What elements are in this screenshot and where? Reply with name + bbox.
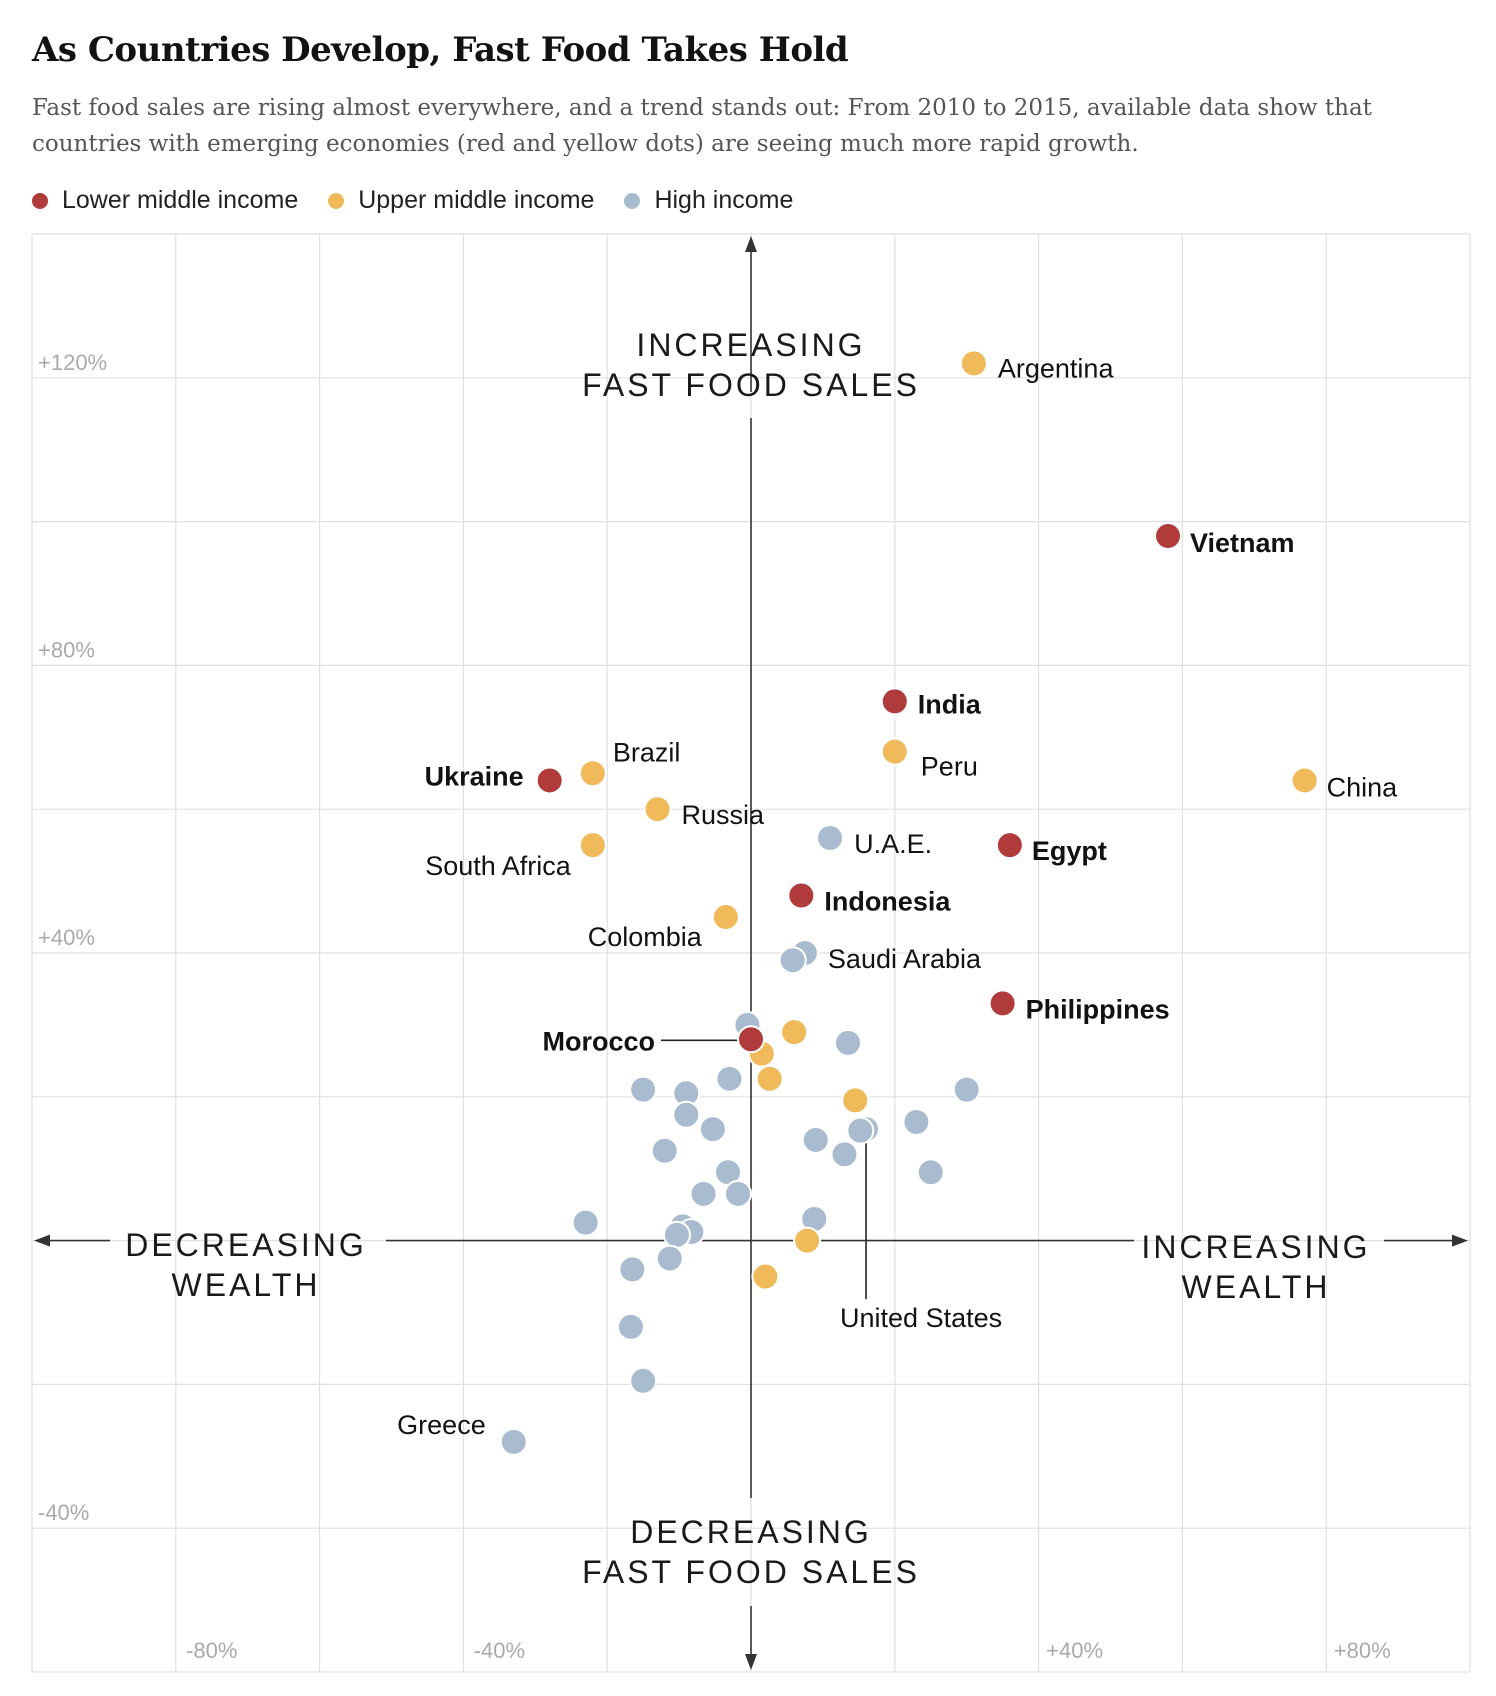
point-label: South Africa <box>425 851 572 881</box>
point-label: U.A.E. <box>854 829 932 859</box>
y-tick-label: +120% <box>38 350 107 375</box>
data-point-high <box>650 1136 679 1165</box>
data-point-high <box>571 1208 600 1237</box>
point-label: Philippines <box>1026 994 1170 1024</box>
data-point-lower-middle <box>737 1025 765 1054</box>
data-point-high <box>830 1140 859 1169</box>
legend-label-lower-middle-income: Lower middle income <box>62 186 299 214</box>
point-label: Brazil <box>613 737 681 767</box>
data-point-lower-middle <box>880 687 909 716</box>
data-point-high <box>698 1115 727 1144</box>
point-label: China <box>1327 772 1399 802</box>
data-point-lower-middle <box>1154 521 1183 550</box>
legend-swatch-high-income <box>624 192 641 209</box>
arrow-left-icon <box>34 1234 50 1247</box>
x-tick-label: -80% <box>186 1638 237 1663</box>
axis-label-increasing-wealth: INCREASING <box>1141 1229 1370 1265</box>
data-point-lower-middle <box>535 766 564 795</box>
arrow-up-icon <box>745 236 757 252</box>
y-tick-label: -40% <box>38 1500 89 1525</box>
data-point-high <box>689 1179 718 1208</box>
data-point-upper-middle <box>643 795 672 824</box>
point-label: Morocco <box>542 1026 655 1056</box>
data-point-high <box>816 823 845 852</box>
data-point-lower-middle <box>787 881 816 910</box>
axis-label-decreasing-wealth: WEALTH <box>172 1267 321 1303</box>
data-point-upper-middle <box>780 1018 809 1047</box>
data-point-high <box>618 1255 647 1284</box>
axis-label-decreasing-sales: DECREASING <box>630 1514 872 1550</box>
arrow-right-icon <box>1452 1234 1468 1247</box>
data-point-upper-middle <box>880 737 909 766</box>
data-point-high <box>846 1116 875 1145</box>
point-label: Peru <box>921 752 978 782</box>
legend-swatch-upper-middle-income <box>328 192 345 209</box>
axis-label-decreasing-sales: FAST FOOD SALES <box>582 1554 920 1590</box>
legend-label-high-income: High income <box>654 186 794 214</box>
point-label: Indonesia <box>824 886 951 916</box>
point-label: Vietnam <box>1190 528 1295 558</box>
data-point-high <box>834 1028 863 1057</box>
legend-item-high-income: High income <box>624 186 793 215</box>
data-point-upper-middle <box>959 349 988 378</box>
point-label: Greece <box>397 1410 486 1440</box>
axis-label-increasing-sales: INCREASING <box>636 327 865 363</box>
point-label: Saudi Arabia <box>828 944 982 974</box>
point-label: Argentina <box>998 353 1115 383</box>
data-point-high <box>801 1125 830 1154</box>
data-point-lower-middle <box>995 831 1024 860</box>
data-point-upper-middle <box>711 903 740 932</box>
data-point-high <box>629 1366 658 1395</box>
data-point-upper-middle <box>751 1262 780 1291</box>
axis-label-increasing-wealth: WEALTH <box>1182 1269 1331 1305</box>
arrow-down-icon <box>745 1654 757 1670</box>
legend-swatch-lower-middle-income <box>32 192 48 209</box>
legend-item-lower-middle-income: Lower middle income <box>32 186 298 215</box>
point-label: Colombia <box>588 922 703 952</box>
axis-label-increasing-sales: FAST FOOD SALES <box>582 367 920 403</box>
point-label: Russia <box>682 800 766 830</box>
data-point-upper-middle <box>841 1086 870 1115</box>
data-point-high <box>672 1100 701 1129</box>
data-point-high <box>916 1158 945 1187</box>
data-point-high <box>952 1075 981 1104</box>
chart-subtitle: Fast food sales are rising almost everyw… <box>32 95 1372 157</box>
data-point-upper-middle <box>793 1226 822 1255</box>
data-point-lower-middle <box>988 989 1017 1018</box>
data-point-high <box>655 1244 684 1273</box>
data-point-high <box>902 1107 931 1136</box>
legend-item-upper-middle-income: Upper middle income <box>328 186 594 215</box>
point-label: Ukraine <box>425 761 524 791</box>
data-point-high <box>715 1064 744 1093</box>
legend: Lower middle income Upper middle income … <box>32 186 823 215</box>
data-point-high <box>616 1312 645 1341</box>
axis-label-decreasing-wealth: DECREASING <box>125 1227 367 1263</box>
chart-title: As Countries Develop, Fast Food Takes Ho… <box>32 30 849 70</box>
x-tick-label: +40% <box>1046 1638 1103 1663</box>
x-tick-label: +80% <box>1334 1638 1391 1663</box>
y-tick-label: +80% <box>38 637 95 662</box>
data-point-high <box>629 1075 658 1104</box>
data-point-high <box>499 1427 528 1456</box>
point-label: Egypt <box>1032 836 1107 866</box>
data-point-upper-middle <box>578 759 607 788</box>
point-label: United States <box>840 1303 1002 1333</box>
legend-label-upper-middle-income: Upper middle income <box>358 186 595 214</box>
data-point-high <box>662 1220 691 1249</box>
data-point-upper-middle <box>755 1064 784 1093</box>
data-point-high <box>724 1179 753 1208</box>
x-tick-label: -40% <box>474 1638 525 1663</box>
data-point-upper-middle <box>578 831 607 860</box>
y-tick-label: +40% <box>38 925 95 950</box>
point-label: India <box>918 689 982 719</box>
data-point-high <box>778 946 807 975</box>
data-point-upper-middle <box>1290 766 1319 795</box>
